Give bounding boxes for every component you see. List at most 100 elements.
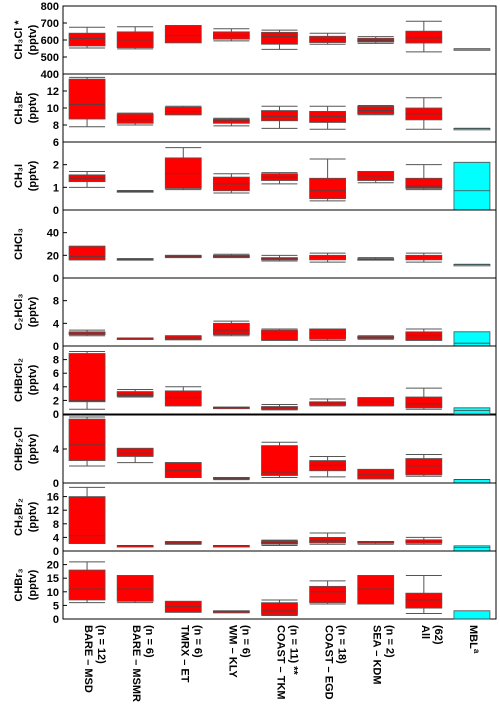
box-iqr — [309, 111, 347, 123]
box-iqr — [68, 245, 106, 261]
y-tick-label: 600 — [41, 35, 59, 47]
box-8 — [405, 574, 443, 615]
box-iqr — [116, 575, 154, 602]
box-3 — [164, 540, 202, 545]
box-2 — [116, 26, 154, 50]
category-sample-size: (n = 11) ** — [288, 625, 300, 676]
box-iqr — [453, 610, 491, 620]
box-iqr — [309, 177, 347, 200]
box-iqr — [116, 391, 154, 397]
box-1 — [68, 416, 106, 467]
box-8 — [405, 387, 443, 410]
box-iqr — [212, 118, 250, 124]
y-tick-label: 0 — [53, 205, 59, 217]
box-9 — [453, 610, 491, 620]
y-axis-unit: (pptv) — [27, 24, 39, 55]
box-6 — [309, 105, 347, 130]
box-iqr — [164, 106, 202, 116]
box-iqr — [261, 602, 298, 616]
y-tick-label: 12 — [47, 86, 59, 98]
box-5 — [261, 539, 298, 547]
panel-ch3i: 2 1 0 CH₃I (pptv) — [13, 141, 497, 217]
y-tick-label: 4 — [53, 532, 60, 544]
y-tick-label: 40 — [47, 228, 59, 240]
box-5 — [261, 29, 298, 50]
box-6 — [309, 455, 347, 478]
y-axis-label: CH₃I — [13, 164, 25, 188]
box-1 — [68, 561, 106, 604]
y-axis-unit: (pptv) — [27, 160, 39, 191]
y-tick-label: 800 — [41, 1, 59, 13]
y-tick-label: 8 — [53, 120, 59, 132]
box-iqr — [453, 479, 491, 484]
box-3 — [164, 462, 202, 479]
box-3 — [164, 105, 202, 116]
y-tick-label: 0 — [53, 409, 59, 421]
y-axis-label: CHBrCl₂ — [13, 358, 25, 402]
box-1 — [68, 76, 106, 128]
box-2 — [116, 447, 154, 464]
box-iqr — [405, 592, 443, 609]
box-3 — [164, 25, 202, 44]
box-1 — [68, 170, 106, 188]
box-iqr — [68, 78, 106, 120]
box-iqr — [261, 445, 298, 476]
box-iqr — [68, 353, 106, 403]
category-sample-size: (n = 18) — [336, 625, 348, 664]
box-9 — [453, 161, 491, 211]
y-tick-label: 10 — [47, 103, 59, 115]
box-iqr — [357, 575, 395, 605]
category-sample-size: (62) — [432, 625, 444, 645]
category-footnote: a — [472, 649, 481, 654]
y-tick-label: 0 — [53, 614, 59, 626]
box-3 — [164, 254, 202, 259]
box-2 — [116, 258, 154, 261]
box-iqr — [116, 447, 154, 457]
y-tick-label: 2 — [53, 395, 59, 407]
box-1 — [68, 329, 106, 337]
box-7 — [357, 574, 395, 605]
box-iqr — [357, 105, 395, 115]
box-6 — [309, 32, 347, 45]
y-axis-label: CH₂Br₂ — [13, 498, 25, 536]
box-iqr — [164, 390, 202, 407]
y-axis-label: CH₃Br — [13, 91, 25, 125]
box-iqr — [261, 110, 298, 122]
box-7 — [357, 468, 395, 480]
box-iqr — [357, 468, 395, 480]
category-label: SEA – KDM — [371, 625, 383, 685]
box-5 — [261, 441, 298, 479]
box-iqr — [68, 496, 106, 544]
box-4 — [212, 610, 250, 614]
category-label: COAST – EGD — [323, 625, 335, 700]
box-2 — [116, 545, 154, 548]
box-9 — [453, 479, 491, 484]
box-4 — [212, 406, 250, 410]
y-axis-label: C₂HCl₃ — [13, 294, 25, 331]
box-iqr — [164, 462, 202, 478]
box-2 — [116, 337, 154, 340]
box-iqr — [309, 328, 347, 340]
category-label: All — [419, 625, 431, 639]
category-label: BARE – MSD — [82, 625, 94, 693]
y-axis-label: CHCl₃ — [13, 228, 25, 260]
box-5 — [261, 403, 298, 411]
category-sample-size: (n = 6) — [143, 625, 155, 658]
y-tick-label: 8 — [53, 296, 59, 308]
panel-ch3cl: 800 700 600 500 400 CH₃Cl * (pptv) — [13, 1, 497, 81]
y-tick-label: 6 — [53, 137, 59, 149]
box-iqr — [453, 545, 491, 552]
box-iqr — [405, 458, 443, 476]
y-axis-unit: (pptv) — [27, 501, 39, 532]
y-tick-label: 2 — [53, 160, 59, 172]
box-iqr — [68, 418, 106, 461]
y-tick-label: 500 — [41, 52, 59, 64]
y-tick-label: 0 — [53, 341, 59, 353]
box-2 — [116, 190, 154, 193]
y-axis-unit: (pptv) — [27, 296, 39, 327]
box-9 — [453, 127, 491, 131]
panel-chbr2cl: 4 0 CHBr₂Cl (pptv) — [13, 414, 497, 490]
box-5 — [261, 254, 298, 262]
box-8 — [405, 164, 443, 191]
